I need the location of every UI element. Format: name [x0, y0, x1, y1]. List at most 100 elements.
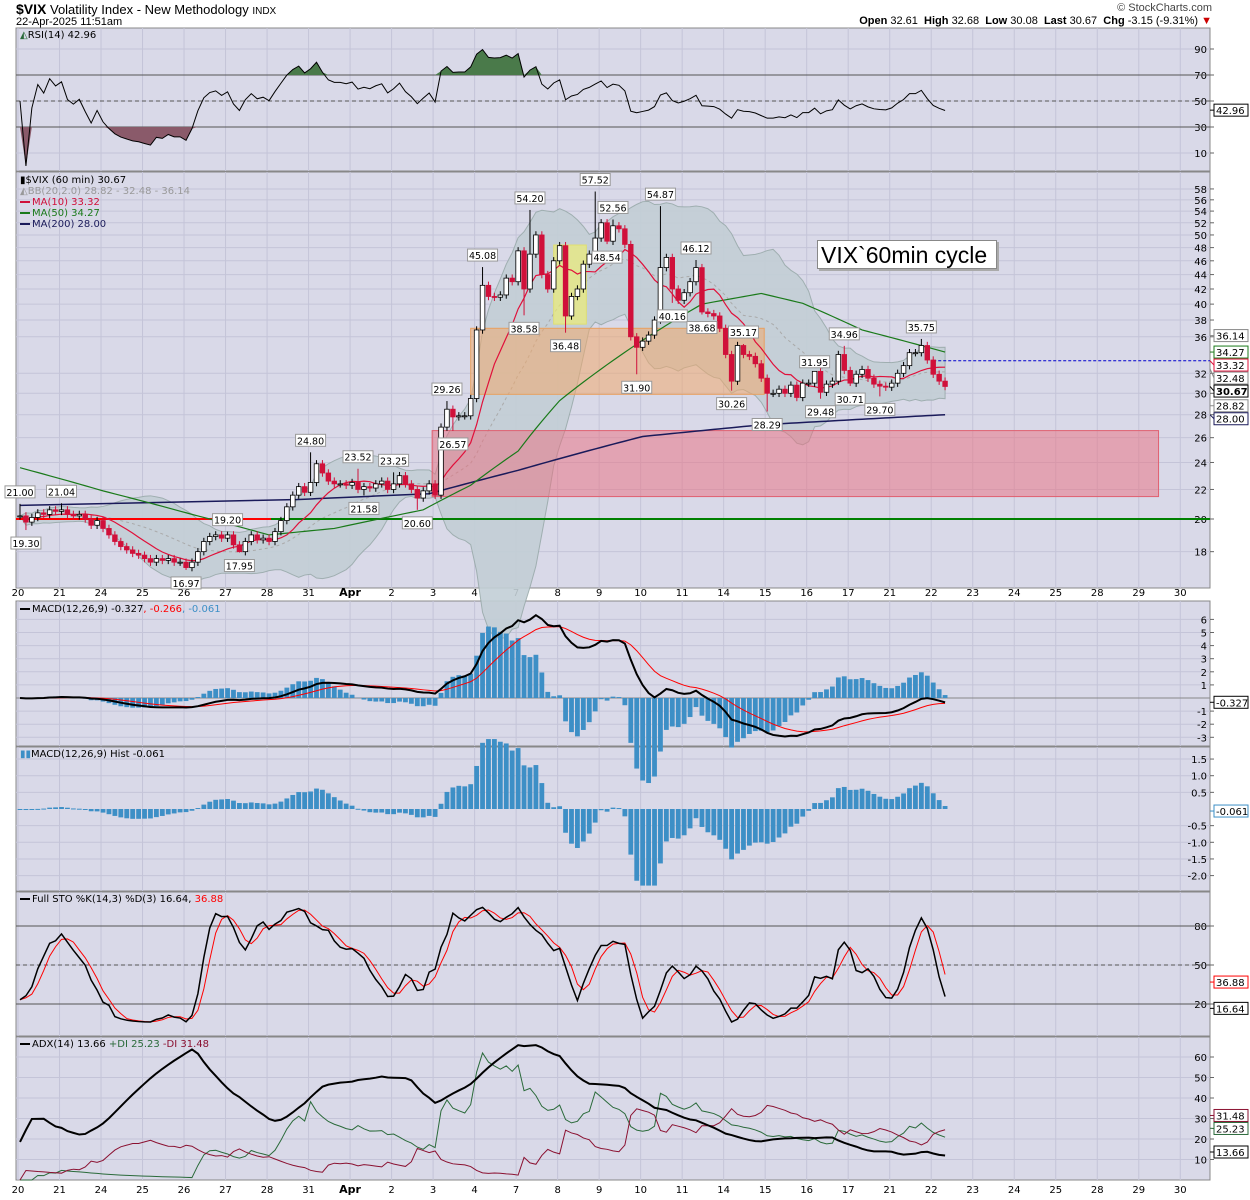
price-label-box [467, 248, 499, 262]
x-tick-label: 26 [178, 588, 191, 599]
macd-hist-bar [782, 698, 788, 723]
hist-bar [746, 809, 752, 846]
value-tag: 36.14 [1216, 332, 1245, 343]
hist-bar [397, 809, 402, 813]
hist-bar [373, 809, 379, 813]
hist-bar [47, 807, 53, 809]
hist-bar [112, 809, 118, 816]
macd-hist-bar [895, 685, 901, 698]
macd-hist-bar [752, 698, 758, 732]
macd-hist-bar [367, 698, 373, 702]
hist-bar [88, 809, 94, 812]
y-tick-label: -1 [1197, 707, 1207, 718]
candle [634, 336, 640, 348]
hist-bar [936, 800, 942, 809]
hist-bar [604, 809, 610, 812]
value-tag-box [1213, 1001, 1249, 1015]
hist-bar [551, 807, 557, 809]
candle [135, 552, 142, 556]
hist-bar [248, 802, 254, 809]
candle [462, 415, 468, 418]
hist-bar [563, 809, 568, 833]
macd-hist-bar [266, 693, 272, 698]
price-label-box [597, 200, 629, 214]
macd-hist-bar [432, 698, 438, 706]
candle [76, 513, 82, 517]
candle [675, 288, 681, 301]
macd-hist-bar [557, 695, 563, 698]
macd-hist-bar [859, 678, 865, 698]
y-tick-label: 38 [1194, 316, 1207, 327]
y-tick-label: 60 [1194, 1053, 1207, 1064]
macd-hist-bar [735, 698, 740, 742]
candle [355, 482, 361, 490]
candle [296, 486, 302, 496]
macd-hist-bar [509, 640, 515, 698]
x-tick-label: 7 [513, 1185, 519, 1196]
macd-hist-bar [474, 655, 480, 698]
candle [805, 382, 812, 385]
x-tick-label: 29 [1132, 588, 1145, 599]
candle [853, 373, 859, 384]
exchange: INDX [252, 6, 277, 17]
red-zone [431, 430, 1160, 498]
macd-hist-bar [669, 698, 675, 727]
value-tag: 33.32 [1216, 361, 1245, 372]
value-tag-box [1213, 975, 1249, 989]
candle [242, 541, 249, 553]
y-tick-label: 40 [1194, 1094, 1207, 1105]
hist-bar [17, 809, 23, 810]
macd-panel [15, 600, 1211, 747]
rsi-overbought-fill [20, 49, 946, 75]
candle [912, 352, 919, 355]
price-label: 31.95 [801, 358, 828, 369]
macd-hist-bar [569, 698, 574, 733]
candle [574, 288, 581, 297]
x-tick-label: 29 [1132, 1185, 1145, 1196]
x-tick-label: 3 [430, 1185, 436, 1196]
value-tag: 30.67 [1216, 387, 1248, 398]
ma10-swatch [20, 201, 30, 203]
hist-bar [812, 803, 818, 809]
y-tick-label: 1 [1201, 681, 1207, 692]
hist-bar [171, 809, 177, 814]
candle [728, 354, 735, 382]
candle [515, 250, 521, 283]
x-tick-label: 11 [676, 588, 689, 599]
ma200-label: MA(200) 28.00 [32, 219, 107, 230]
x-tick-label: 4 [471, 1185, 477, 1196]
hist-bar [853, 789, 859, 809]
y-tick-label: 58 [1194, 185, 1207, 196]
hist-bar [70, 808, 76, 810]
value-tag-box [1213, 358, 1249, 372]
candle [871, 377, 877, 385]
candle [284, 506, 290, 521]
price-label: 21.58 [350, 504, 377, 515]
candle [307, 482, 314, 493]
candle [153, 558, 160, 563]
hist-bar [658, 809, 663, 864]
macd-hist-bar [687, 698, 693, 718]
price-label-box [680, 241, 712, 255]
value-tag-box [1213, 103, 1249, 117]
hist-bar [835, 788, 841, 809]
value-tag: -0.327 [1216, 698, 1248, 709]
y-tick-label: -2.0 [1187, 872, 1207, 883]
x-tick-label: 21 [53, 1185, 66, 1196]
candle [408, 483, 415, 490]
x-tick-label: 2 [388, 1185, 394, 1196]
y-tick-label: 6 [1201, 615, 1207, 626]
hist-bar [907, 788, 912, 809]
hist-bar [776, 809, 782, 838]
candle [610, 225, 616, 242]
hist-bar [165, 809, 171, 815]
hist-bar [717, 809, 723, 840]
candle [485, 284, 492, 297]
macd-hist-bar [604, 698, 610, 701]
macd-hist-bar [835, 677, 841, 698]
hist-bar [675, 809, 681, 839]
y-tick-label: 52 [1194, 219, 1207, 230]
candle [70, 513, 77, 517]
open-value: 32.61 [890, 15, 918, 27]
x-tick-label: 24 [95, 588, 108, 599]
